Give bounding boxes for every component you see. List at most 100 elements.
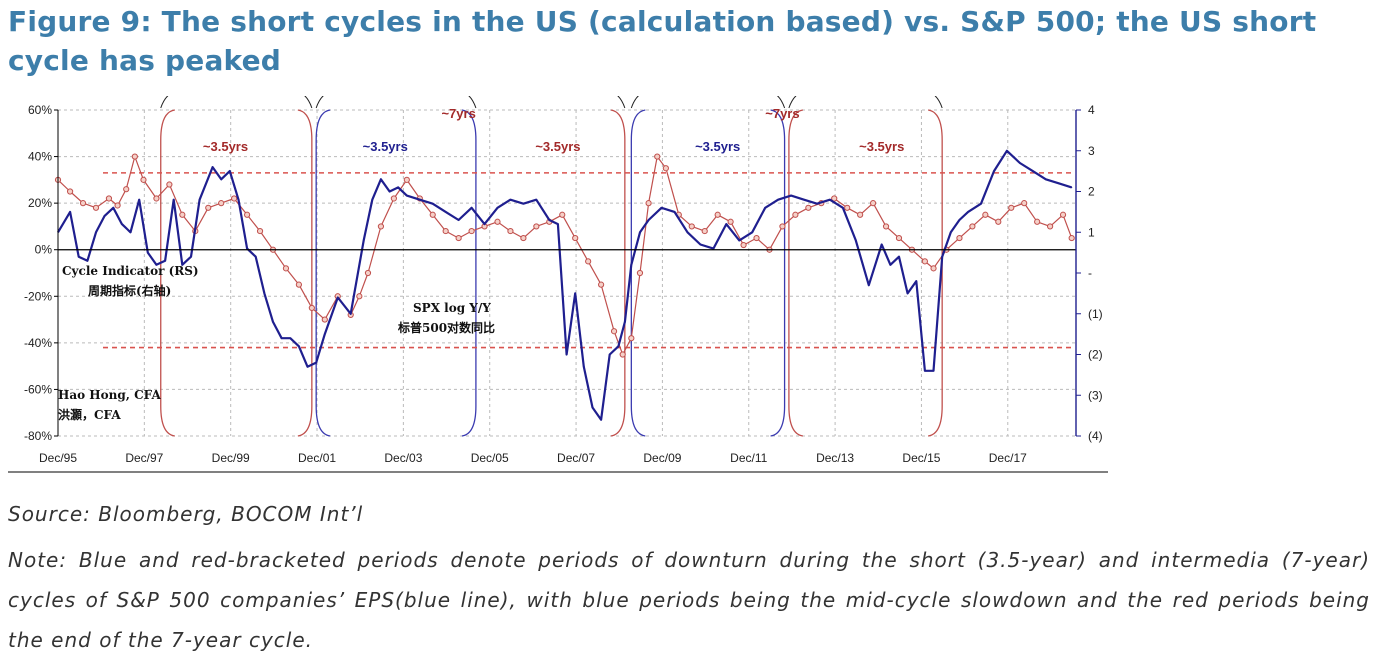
spx-data-point [520,234,527,242]
cycle-data-point [639,231,641,233]
y-left-tick-label: -80% [24,429,52,443]
spx-data-point [218,200,225,207]
y-left-tick-label: 0% [35,243,53,257]
spx-data-point [1059,211,1067,218]
cycle-duration-label: ~3.5yrs [695,139,740,154]
x-tick-label: Dec/97 [125,451,163,465]
cycle-data-point [1006,150,1008,152]
spx-data-point [105,195,113,202]
bracket-top-arc [630,96,640,109]
spx-data-point [654,153,661,160]
bracket-top-arc [304,96,313,109]
x-tick-label: Dec/05 [471,451,509,465]
cycle-data-point [289,337,291,339]
spx-data-point [559,211,566,218]
cycle-data-point [104,215,106,217]
cycle-data-point [751,231,753,233]
spx-data-point [123,186,130,193]
cycle-data-point [1045,178,1047,180]
cycle-data-point [803,199,805,201]
spx-data-point [628,335,635,342]
cycle-data-point [211,166,214,168]
cycle-data-point [829,199,831,201]
spx-data-point [969,223,976,230]
y-right-tick-label: 3 [1088,144,1095,158]
cycle-data-point [155,264,158,266]
cycle-data-point [298,345,300,347]
cycle-data-point [350,313,352,315]
spx-data-point [662,165,669,172]
cycle-data-point [591,406,594,409]
spx-data-point [995,218,1002,225]
cycle-data-point [958,219,961,221]
cycle-data-point [1032,170,1034,172]
cycle-data-point [842,207,844,209]
cycle-data-point [363,239,365,241]
spx-data-point [882,223,890,230]
cycle-data-point [907,292,909,294]
spx-data-point [921,258,928,265]
spx-data-point [507,227,514,235]
spx-data-point [205,204,212,211]
cycle-data-point [112,207,114,209]
spx-data-point [140,176,147,183]
spx-data-point [714,211,721,218]
cycle-data-point [263,292,265,294]
spx-data-point [243,211,251,218]
y-left-tick-label: 40% [28,150,52,164]
spx-data-point [895,234,903,242]
cycle-data-point [220,178,222,180]
spx-data-point [295,281,303,288]
spx-data-point [869,200,877,207]
cycle-data-point [397,186,399,189]
cycle-data-point [509,199,512,201]
cycle-bracket [160,109,175,437]
cycle-data-point [673,211,676,213]
spx-series-label-cn: 标普500对数同比 [397,320,495,335]
cycle-data-point [121,223,123,225]
spx-data-point [153,195,160,202]
cycle-data-point [406,194,408,197]
cycle-data-point [164,260,166,262]
spx-data-point [688,223,695,230]
cycle-bracket [461,109,477,437]
bracket-top-arc [617,96,626,109]
cycle-data-point [138,199,140,201]
bracket-top-arc [788,96,797,109]
cycle-data-point [69,211,71,213]
spx-data-point [572,234,579,242]
cycle-data-point [272,321,274,323]
cycle-data-point [255,256,257,258]
spx-data-point [468,227,475,235]
cycle-data-point [470,207,473,209]
author-label-cn: 洪灝，CFA [58,407,121,422]
cycle-data-point [932,370,935,372]
cycle-data-point [173,199,175,201]
cycle-data-point [315,362,317,364]
spx-data-point [442,227,449,235]
spx-data-point [321,316,328,323]
grid-layer [58,109,1076,437]
cycle-data-point [712,247,714,250]
cycle-data-point [432,203,434,205]
cycle-data-point [617,345,619,347]
cycle-data-point [522,203,524,205]
cycle-data-point [483,223,486,225]
spx-data-point [1021,200,1028,207]
y-right-tick-label: (1) [1088,307,1103,321]
cycle-data-point [647,219,650,221]
spx-data-point [79,200,87,207]
y-left-tick-label: -20% [24,289,52,303]
spx-data-point [92,204,100,211]
cycle-data-point [281,337,283,339]
spx-data-point [455,234,462,242]
spx-data-point [740,241,747,249]
cycle-data-point [777,199,779,201]
figure-title: Figure 9: The short cycles in the US (ca… [8,5,1317,77]
spx-data-point [390,195,397,202]
cycle-indicator-label-cn: 周期指标(右轴) [88,283,171,298]
annotation-layer: ~3.5yrs ~3.5yrs ~7yrs ~3.5yrs ~3.5yrs ~7yrs ~3… [203,106,904,154]
cycle-data-point [565,353,568,356]
x-tick-label: Dec/15 [902,451,940,465]
x-tick-label: Dec/03 [384,451,422,465]
